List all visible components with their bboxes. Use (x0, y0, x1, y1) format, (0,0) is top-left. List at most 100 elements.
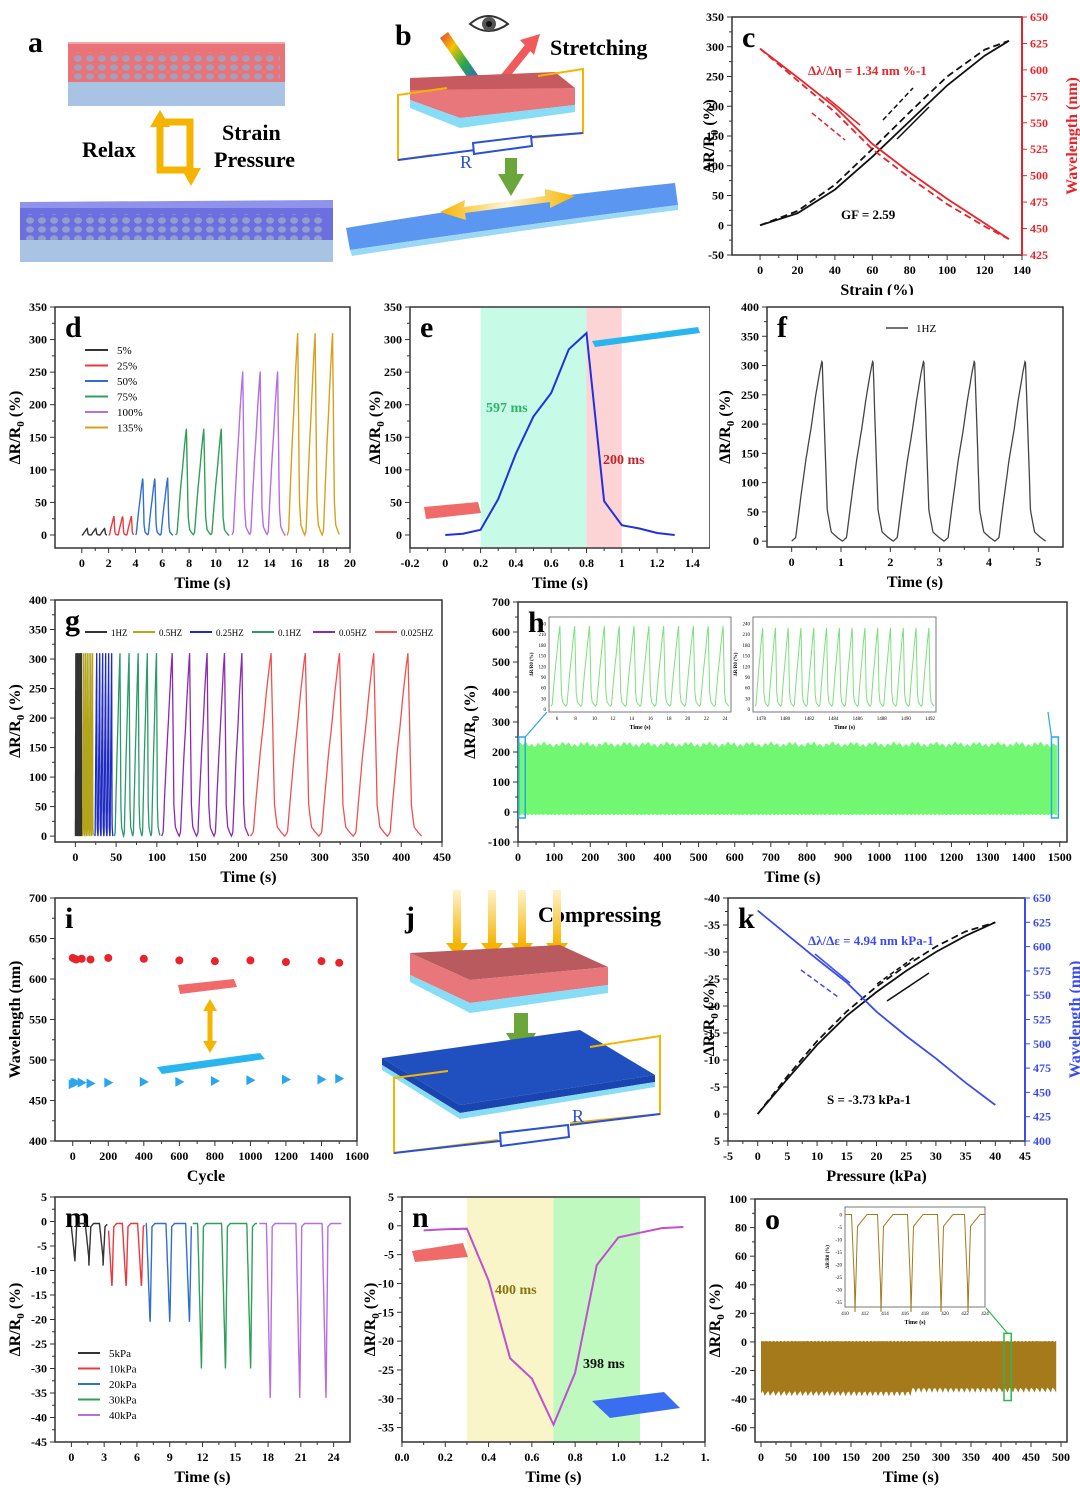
y-tick-label: 700 (29, 891, 47, 905)
legend-label: 0.25HZ (216, 628, 244, 638)
legend-label: 20kPa (109, 1379, 137, 1391)
x-tick-label: 1300 (976, 850, 1000, 864)
inset-x-tick-label: 12 (611, 717, 617, 722)
zoom-connector (1047, 711, 1053, 738)
series-line (161, 653, 250, 838)
legend-label: 135% (117, 423, 143, 435)
plot-area: 0 50 100 150 200 250 300 350 400 450 500-60-40-200… (707, 1192, 1070, 1486)
data-point-circle (281, 957, 290, 966)
inset-y-tick-label: 180 (539, 644, 547, 649)
resistor-icon (498, 1123, 571, 1148)
x-tick-label: 400 (392, 850, 410, 864)
chart-i: 0 200 400 600 800 1000 1200 1400 1600 400 450 500 55… (7, 891, 369, 1185)
annotation-response-time: 400 ms (495, 1283, 537, 1298)
data-point-triangle (139, 1076, 149, 1087)
x-tick-label: 50 (785, 1450, 797, 1464)
plot-area: -5 0 5 10 15 20 25 30 35 40 4550-5-10-15-20-25-30-… (701, 891, 1080, 1185)
panel-label-g: g (65, 604, 80, 637)
y-tick-label: 80 (735, 1221, 747, 1235)
x-tick-label: 450 (433, 850, 451, 864)
inset-y-tick-label: 240 (539, 623, 547, 628)
stretched-film-icon (157, 1053, 265, 1074)
y-axis-label: ΔR/R0 (%) (701, 983, 721, 1057)
y-tick-label: 100 (384, 463, 402, 477)
inset-y-tick-label: -5 (838, 1226, 843, 1231)
zoom-connector (985, 1307, 1009, 1334)
series-line (249, 653, 423, 838)
chart-d: 0 2 4 6 8 10 12 14 16 18 20050100150200250300350Ti… (7, 300, 356, 590)
y-tick-label: 300 (492, 715, 510, 729)
inset-y-tick-label: 210 (539, 633, 547, 638)
inset-x-tick-label: 10 (592, 717, 598, 722)
data-point-triangle (77, 1077, 87, 1088)
inset-y-tick-label: 30 (541, 697, 547, 702)
x-axis-label: Time (s) (532, 575, 588, 590)
y-axis-label: ΔR/R0 (%) (707, 1284, 727, 1358)
x-tick-label: 3 (937, 555, 943, 569)
x-tick-label: 1.0 (611, 1450, 626, 1464)
x-tick-label: 200 (872, 1450, 890, 1464)
inset-y-tick-label: 90 (745, 676, 751, 681)
y-tick-label: 400 (492, 685, 510, 699)
y2-tick-label: 600 (1033, 940, 1051, 954)
plot-area: 0 100 200 300 400 500 600 700 800 900 1000 1100 1200… (462, 595, 1072, 885)
data-point-circle (317, 957, 326, 966)
chart-k: -5 0 5 10 15 20 25 30 35 40 4550-5-10-15-20-25-30-… (701, 891, 1080, 1185)
x-tick-label: 25 (900, 1149, 912, 1163)
x-tick-label: 1.2 (650, 556, 665, 570)
inset-y-tick-label: 0 (748, 708, 751, 713)
legend-label: 0.5HZ (159, 628, 182, 638)
y-tick-label: 300 (384, 333, 402, 347)
y-tick-label: -20 (731, 1364, 747, 1378)
panel-label-e: e (420, 311, 433, 344)
film-relaxed (410, 945, 608, 1013)
stretch-double-arrow-icon (440, 189, 575, 220)
x-tick-label: 600 (170, 1149, 188, 1163)
x-tick-label: 700 (762, 850, 780, 864)
y-tick-label: 0 (41, 829, 47, 843)
inset-x-tick-label: 20 (685, 717, 691, 722)
y2-tick-label: 575 (1033, 964, 1051, 978)
x-tick-label: -0.2 (401, 556, 420, 570)
y-tick-label: 400 (29, 1134, 47, 1148)
plot-area: 0 200 400 600 800 1000 1200 1400 1600 400 450 500 55… (7, 891, 369, 1185)
y-tick-label: 650 (29, 932, 47, 946)
x-tick-label: 1100 (904, 850, 927, 864)
x-tick-label: 200 (229, 850, 247, 864)
y-tick-label: 350 (29, 623, 47, 637)
x-axis-label: Cycle (187, 1168, 225, 1185)
y2-tick-label: 400 (1033, 1134, 1051, 1148)
panel-label-f: f (777, 311, 788, 344)
series-line (74, 653, 83, 837)
inset-frame (844, 1206, 986, 1308)
plot-frame (54, 897, 358, 1142)
x-tick-label: 1200 (939, 850, 963, 864)
cyclic-response-band (518, 741, 1057, 816)
x-tick-label: 140 (1013, 263, 1031, 277)
x-tick-label: 40 (989, 1149, 1001, 1163)
x-axis-label: Pressure (kPa) (826, 1168, 926, 1185)
y-tick-label: 450 (29, 1094, 47, 1108)
data-point-triangle (72, 1077, 82, 1088)
shaded-region (586, 308, 622, 547)
x-tick-label: 250 (902, 1450, 920, 1464)
y-tick-label: -35 (378, 1421, 394, 1435)
y-tick-label: 250 (29, 365, 47, 379)
y-tick-label: 300 (29, 652, 47, 666)
y-tick-label: 50 (35, 495, 47, 509)
circuit-wire (393, 1034, 661, 1155)
plot-area: 0 2 4 6 8 10 12 14 16 18 20050100150200250300350Ti… (7, 300, 356, 590)
y-tick-label: 350 (706, 10, 724, 24)
shaded-region (480, 308, 587, 547)
data-point-triangle (246, 1075, 256, 1086)
inset-y-tick-label: 30 (745, 697, 751, 702)
series-line (757, 921, 996, 1115)
y-axis-label: ΔR/R0 (%) (462, 685, 482, 759)
y-tick-label: 100 (492, 775, 510, 789)
inset-x-tick-label: 1492 (925, 717, 936, 722)
y-axis-label: ΔR/R0 (%) (717, 390, 737, 464)
x-tick-label: 300 (932, 1450, 950, 1464)
plot-frame (409, 306, 710, 549)
x-tick-label: 200 (99, 1149, 117, 1163)
legend-label: 1HZ (916, 323, 936, 335)
